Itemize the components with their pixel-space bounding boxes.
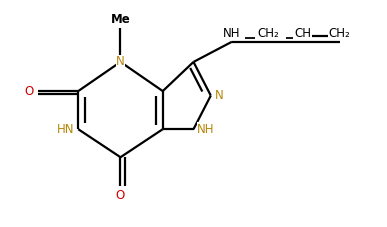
Text: Me: Me xyxy=(111,13,130,26)
Text: CH: CH xyxy=(295,27,312,39)
Text: HN: HN xyxy=(57,123,74,136)
Text: NH: NH xyxy=(197,123,215,136)
Text: CH₂: CH₂ xyxy=(329,27,350,39)
Text: O: O xyxy=(25,85,34,98)
Text: N: N xyxy=(116,55,125,68)
Text: NH: NH xyxy=(223,27,241,39)
Text: O: O xyxy=(116,189,125,202)
Text: CH₂: CH₂ xyxy=(257,27,279,39)
Text: N: N xyxy=(215,89,223,102)
